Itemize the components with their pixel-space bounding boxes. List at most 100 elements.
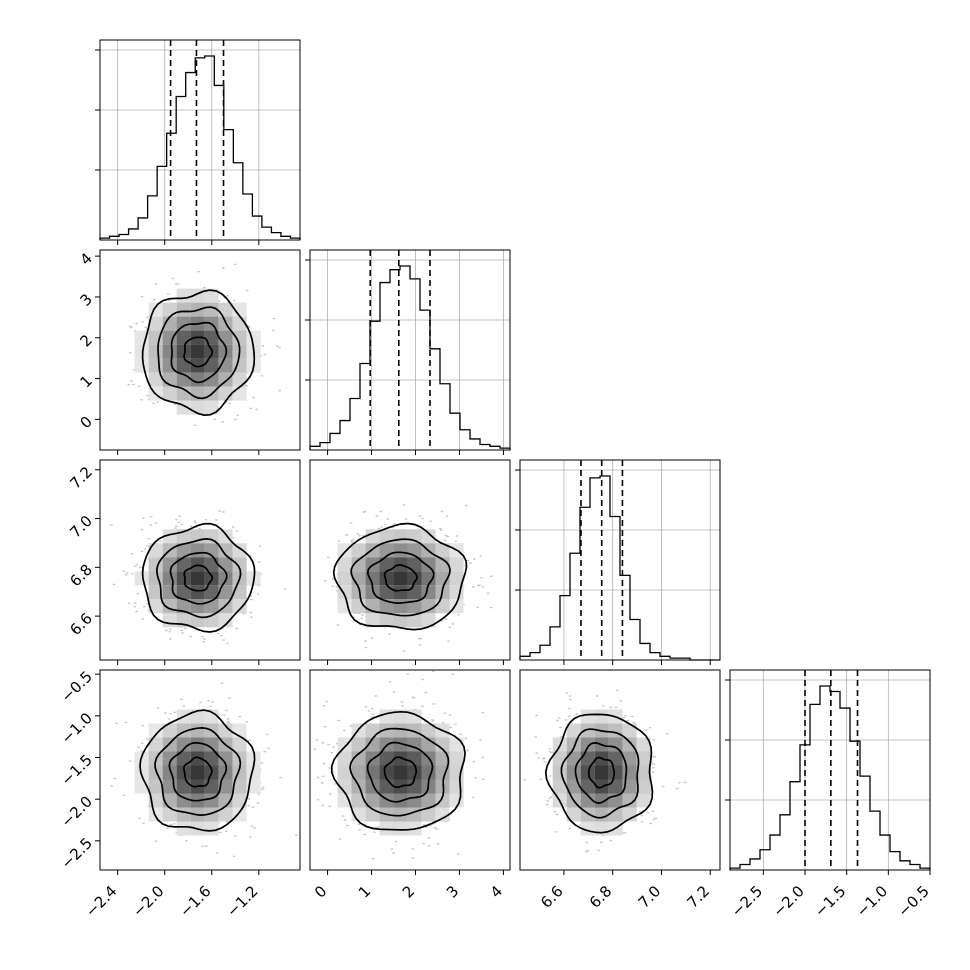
density-cell xyxy=(393,543,408,558)
x-tick-label: −1.0 xyxy=(853,882,891,920)
contour-line xyxy=(139,709,256,832)
y-tick-label: 2 xyxy=(77,331,96,350)
density-cell xyxy=(393,709,408,724)
density-cell xyxy=(204,807,219,822)
density-cell xyxy=(337,765,352,780)
x-tick-label: 4 xyxy=(487,882,506,901)
x-tick-label: −1.6 xyxy=(176,882,214,920)
scatter-panel-3-0: −2.5 −2.0−1.5 −1.0 −0.5 xyxy=(58,667,301,873)
density-cell xyxy=(190,571,205,586)
y-tick-label: 6.6 xyxy=(66,609,96,639)
density-cell xyxy=(608,737,623,752)
density-cell xyxy=(449,751,464,766)
panel-frame xyxy=(99,249,301,451)
density-cell xyxy=(407,571,422,586)
density-cell xyxy=(421,807,436,822)
density-cell xyxy=(162,529,177,544)
density-cell xyxy=(636,779,651,794)
x-tick-label: −2.5 xyxy=(728,882,766,920)
density-cell xyxy=(393,723,408,738)
density-cell xyxy=(162,557,177,572)
density-cell xyxy=(449,557,464,572)
x-tick-label: 7.0 xyxy=(635,882,665,912)
density-cell xyxy=(393,807,408,822)
density-cell xyxy=(176,765,191,780)
histogram-step xyxy=(519,475,720,661)
panel-content xyxy=(110,682,298,857)
x-tick-label: 6.6 xyxy=(537,882,567,912)
density-cell xyxy=(393,737,408,752)
density-cell xyxy=(421,571,436,586)
density-cell xyxy=(204,709,219,724)
contour-line xyxy=(332,522,468,631)
density-cell xyxy=(580,723,595,738)
density-cell xyxy=(337,737,352,752)
density-cell xyxy=(351,737,366,752)
density-cell xyxy=(435,737,450,752)
density-cell xyxy=(190,709,205,724)
density-cell xyxy=(232,807,247,822)
x-tick-label: 3 xyxy=(443,882,462,901)
contour-line xyxy=(168,742,228,802)
density-cell xyxy=(176,751,191,766)
y-tick-label: 0 xyxy=(77,413,96,432)
contour-line xyxy=(587,756,616,789)
contour-line xyxy=(574,742,628,804)
density-cell xyxy=(218,807,233,822)
y-tick-label: 7.0 xyxy=(66,512,96,542)
y-tick-label: 6.8 xyxy=(66,561,96,591)
density-cell xyxy=(407,765,422,780)
density-cell xyxy=(337,751,352,766)
panel-frame xyxy=(99,39,301,241)
density-cell xyxy=(365,793,380,808)
panel-frame xyxy=(519,669,721,871)
x-tick-label: 1 xyxy=(355,882,374,901)
density-cell xyxy=(134,358,149,373)
contour-line xyxy=(157,306,241,400)
density-cell xyxy=(176,571,191,586)
density-cell xyxy=(162,807,177,822)
density-cell xyxy=(218,793,233,808)
scatter-panel-2-0: 6.6 6.8 7.0 7.2 xyxy=(66,459,301,661)
x-tick-label: 6.8 xyxy=(586,882,616,912)
density-cell xyxy=(580,737,595,752)
density-cell xyxy=(232,330,247,345)
panel-frame xyxy=(309,459,511,661)
density-cell xyxy=(204,821,219,836)
panel-content xyxy=(127,263,282,427)
density-cell xyxy=(580,709,595,724)
density-cell xyxy=(379,571,394,586)
density-cell xyxy=(218,613,233,628)
density-cell xyxy=(148,599,163,614)
contour-line xyxy=(183,336,214,368)
x-tick-label: 0 xyxy=(311,882,330,901)
x-tick-label: −2.4 xyxy=(82,882,120,920)
panel-frame xyxy=(519,459,721,661)
density-cell xyxy=(379,765,394,780)
density-cell xyxy=(566,807,581,822)
density-cell xyxy=(218,751,233,766)
density-cell xyxy=(622,779,637,794)
y-tick-label: −1.0 xyxy=(58,709,96,747)
density-cell xyxy=(148,372,163,387)
density-cell xyxy=(365,737,380,752)
y-tick-label: −2.5 xyxy=(58,834,96,872)
density-cell xyxy=(580,765,595,780)
x-tick-label: 2 xyxy=(399,882,418,901)
density-cell xyxy=(218,779,233,794)
density-cell xyxy=(190,737,205,752)
density-cell xyxy=(232,557,247,572)
density-cell xyxy=(190,344,205,359)
density-cell xyxy=(204,585,219,600)
density-cell xyxy=(393,585,408,600)
density-cell xyxy=(204,751,219,766)
density-cell xyxy=(204,288,219,303)
density-cell xyxy=(162,386,177,401)
density-cell xyxy=(204,737,219,752)
contour-line xyxy=(141,289,256,416)
density-cell xyxy=(337,571,352,586)
density-cell xyxy=(351,765,366,780)
density-cell xyxy=(176,386,191,401)
contour-line xyxy=(170,321,228,384)
